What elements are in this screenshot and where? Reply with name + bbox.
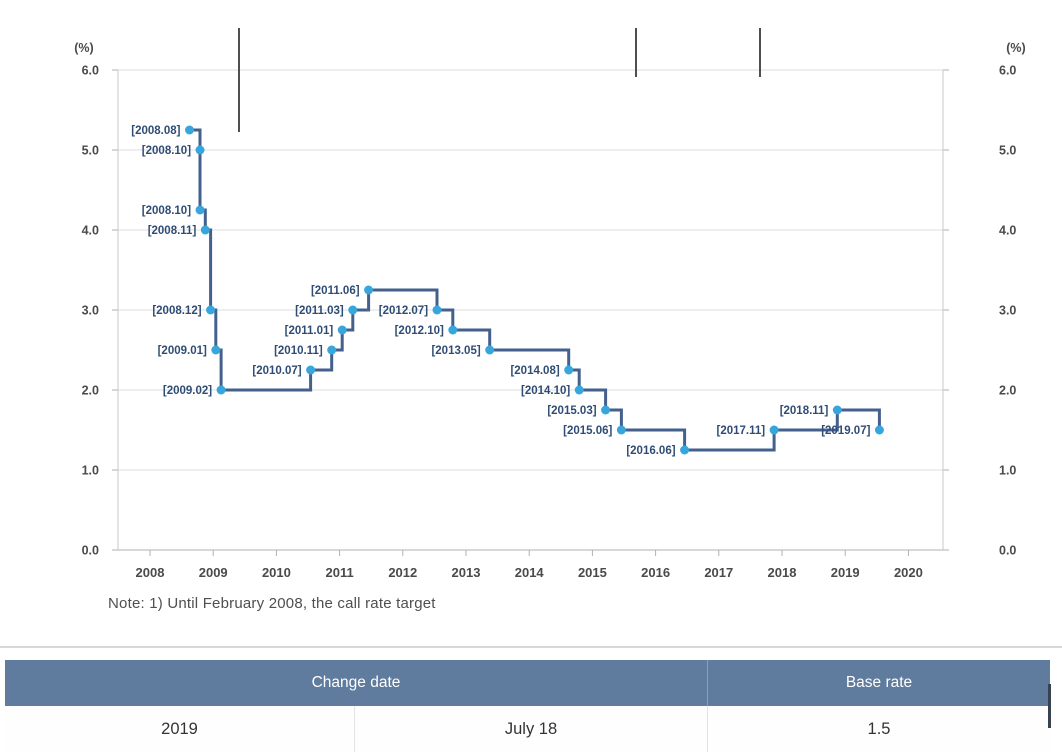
- data-point-label: [2017.11]: [716, 425, 765, 437]
- data-point-marker: [327, 345, 337, 355]
- data-point-label: [2011.01]: [285, 325, 334, 337]
- data-point-marker: [306, 365, 316, 375]
- data-point-label: [2014.10]: [521, 385, 570, 397]
- data-point-marker: [448, 325, 458, 335]
- data-point-label: [2011.06]: [311, 285, 360, 297]
- data-point-label: [2019.07]: [821, 425, 870, 437]
- data-point-marker: [348, 305, 358, 315]
- data-point-label: [2009.02]: [163, 385, 212, 397]
- data-point-label: [2008.10]: [142, 145, 191, 157]
- data-point-label: [2013.05]: [431, 345, 480, 357]
- data-point-label: [2010.07]: [252, 365, 301, 377]
- y-axis-label-right: 1.0: [999, 464, 1016, 478]
- data-point-marker: [200, 225, 210, 235]
- table-row: 2019 July 18 1.5: [5, 706, 1050, 752]
- data-point-label: [2010.11]: [274, 345, 323, 357]
- data-point-marker: [216, 385, 226, 395]
- y-axis-label-right: 2.0: [999, 384, 1016, 398]
- data-point-label: [2015.03]: [547, 405, 596, 417]
- table-header-base-rate: Base rate: [845, 674, 913, 691]
- y-axis-label-left: 6.0: [82, 64, 99, 78]
- y-axis-label-left: 0.0: [82, 544, 99, 558]
- x-axis-label: 2012: [388, 565, 417, 580]
- header-column-divider: [707, 660, 708, 706]
- data-point-label: [2012.10]: [395, 325, 444, 337]
- y-axis-label-left: 4.0: [82, 224, 99, 238]
- table-header-change-date: Change date: [311, 674, 401, 691]
- data-point-marker: [485, 345, 495, 355]
- divider-line: [0, 646, 1062, 648]
- x-axis-label: 2017: [704, 565, 733, 580]
- data-point-marker: [616, 425, 626, 435]
- x-axis-label: 2016: [641, 565, 670, 580]
- cell-base-rate: 1.5: [867, 719, 891, 738]
- x-axis-label: 2020: [894, 565, 923, 580]
- y-axis-label-left: 3.0: [82, 304, 99, 318]
- data-point-marker: [195, 205, 205, 215]
- x-axis-label: 2011: [325, 565, 353, 580]
- y-axis-label-right: 3.0: [999, 304, 1016, 318]
- data-point-label: [2016.06]: [626, 445, 675, 457]
- x-axis-label: 2009: [199, 565, 228, 580]
- data-point-marker: [432, 305, 442, 315]
- data-point-label: [2018.11]: [780, 405, 829, 417]
- table-header-row: Change date Base rate: [5, 660, 1050, 706]
- x-axis-label: 2018: [768, 565, 797, 580]
- x-axis-label: 2008: [136, 565, 165, 580]
- data-point-marker: [874, 425, 884, 435]
- data-point-marker: [185, 125, 194, 135]
- data-point-label: [2008.11]: [148, 225, 197, 237]
- y-axis-unit-right: (%): [1006, 41, 1025, 55]
- cursor-artifact: [1048, 684, 1051, 728]
- data-point-marker: [680, 445, 690, 455]
- data-point-marker: [195, 145, 205, 155]
- x-axis-label: 2019: [831, 565, 860, 580]
- data-point-label: [2012.07]: [379, 305, 428, 317]
- cell-change-date: July 18: [355, 706, 708, 752]
- x-axis-label: 2013: [452, 565, 481, 580]
- y-axis-label-right: 0.0: [999, 544, 1016, 558]
- data-point-marker: [337, 325, 347, 335]
- y-axis-unit-left: (%): [74, 41, 93, 55]
- x-axis-label: 2014: [515, 565, 545, 580]
- data-point-label: [2008.08]: [131, 125, 180, 137]
- data-point-label: [2009.01]: [158, 345, 207, 357]
- data-point-marker: [364, 285, 374, 295]
- y-axis-label-left: 2.0: [82, 384, 99, 398]
- y-axis-label-right: 6.0: [999, 64, 1016, 78]
- data-point-label: [2014.08]: [510, 365, 559, 377]
- data-point-marker: [601, 405, 611, 415]
- data-point-marker: [832, 405, 842, 415]
- x-axis-label: 2015: [578, 565, 607, 580]
- data-point-marker: [769, 425, 779, 435]
- data-point-marker: [574, 385, 584, 395]
- cell-change-year: 2019: [5, 706, 355, 752]
- y-axis-label-left: 1.0: [82, 464, 99, 478]
- y-axis-label-right: 4.0: [999, 224, 1016, 238]
- y-axis-label-right: 5.0: [999, 144, 1016, 158]
- base-rate-step-series: [189, 128, 881, 452]
- data-point-marker: [564, 365, 574, 375]
- base-rate-step-chart: 0.0 0.0 1.0 1.0 2.0 2.0 3.0 3.0 4.0 4.0 5.0 5.0 6.0 6…: [74, 28, 1026, 580]
- chart-footnote: Note: 1) Until February 2008, the call r…: [108, 595, 436, 612]
- data-point-label: [2008.10]: [142, 205, 191, 217]
- y-axis-label-left: 5.0: [82, 144, 99, 158]
- data-point-label: [2015.06]: [563, 425, 612, 437]
- data-point-marker: [211, 345, 221, 355]
- x-axis-label: 2010: [262, 565, 291, 580]
- data-point-label: [2011.03]: [295, 305, 344, 317]
- data-point-label: [2008.12]: [152, 305, 201, 317]
- data-point-marker: [206, 305, 216, 315]
